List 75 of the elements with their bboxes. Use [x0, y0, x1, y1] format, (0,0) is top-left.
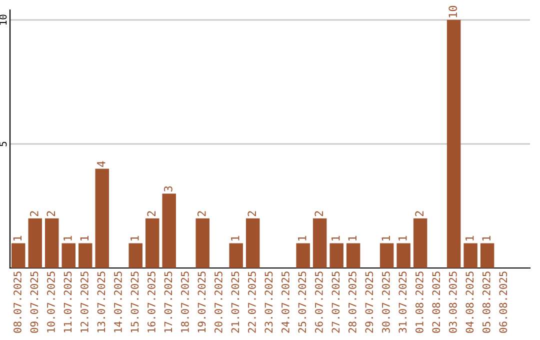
- x-tick-label: 25.07.2025: [298, 272, 306, 333]
- x-tick-label: 24.07.2025: [282, 272, 290, 333]
- bar: [12, 243, 26, 268]
- bar: [28, 218, 42, 268]
- data-label: 2: [46, 211, 55, 216]
- bar: [78, 243, 92, 268]
- x-tick-label: 02.08.2025: [432, 272, 440, 333]
- bar: [380, 243, 394, 268]
- bar: [330, 243, 344, 268]
- data-label: 2: [415, 211, 424, 216]
- bar: [296, 243, 310, 268]
- x-tick-label: 17.07.2025: [164, 272, 172, 332]
- x-tick-label: 20.07.2025: [214, 272, 222, 333]
- data-label: 2: [314, 211, 323, 216]
- data-label: 1: [482, 236, 490, 240]
- x-tick-label: 10.07.2025: [47, 272, 55, 332]
- bar: [229, 243, 243, 268]
- bar: [312, 218, 327, 268]
- x-tick-label: 13.07.2025: [97, 272, 106, 332]
- data-label: 1: [466, 236, 474, 240]
- bar: [346, 243, 360, 268]
- bar: [95, 168, 109, 268]
- data-label: 1: [80, 236, 88, 240]
- data-label: 2: [30, 211, 38, 216]
- x-tick-label: 23.07.2025: [264, 272, 273, 333]
- bar: [128, 243, 142, 268]
- data-label: 1: [382, 236, 390, 240]
- x-tick-label: 29.07.2025: [365, 272, 374, 333]
- bar: [446, 20, 461, 268]
- data-label: 2: [147, 211, 156, 216]
- data-label: 1: [64, 236, 72, 240]
- x-tick-label: 27.07.2025: [332, 272, 340, 333]
- bar: [162, 194, 176, 268]
- x-tick-label: 09.07.2025: [30, 272, 38, 333]
- x-tick-label: 31.07.2025: [398, 272, 407, 333]
- bar: [246, 218, 260, 268]
- x-tick-label: 01.08.2025: [415, 272, 424, 333]
- x-tick-label: 05.08.2025: [482, 272, 490, 333]
- y-tick-label: 5: [0, 142, 7, 146]
- x-tick-label: 15.07.2025: [130, 272, 139, 332]
- x-tick-label: 19.07.2025: [198, 272, 206, 332]
- x-tick-label: 26.07.2025: [314, 272, 323, 333]
- data-label: 1: [398, 236, 407, 240]
- data-label: 1: [130, 236, 139, 240]
- x-tick-label: 16.07.2025: [148, 272, 156, 332]
- x-tick-label: 12.07.2025: [80, 272, 88, 332]
- x-tick-label: 08.07.2025: [14, 272, 22, 333]
- data-label: 2: [197, 211, 206, 216]
- x-tick-label: 30.07.2025: [382, 272, 390, 333]
- bar: [196, 218, 210, 268]
- data-label: 1: [231, 236, 240, 240]
- bar: [145, 218, 160, 268]
- data-label: 4: [97, 161, 106, 167]
- x-tick-label: 04.08.2025: [466, 272, 474, 333]
- data-label: 2: [248, 211, 256, 216]
- data-label: 1: [332, 236, 340, 240]
- bar: [413, 218, 428, 268]
- bar: [396, 243, 410, 268]
- bar: [464, 243, 478, 268]
- x-tick-label: 11.07.2025: [64, 272, 72, 332]
- x-tick-label: 14.07.2025: [114, 272, 122, 332]
- x-tick-label: 21.07.2025: [231, 272, 240, 333]
- data-label: 10: [448, 6, 458, 18]
- data-label: 1: [298, 236, 306, 240]
- x-tick-label: 22.07.2025: [248, 272, 256, 333]
- data-label: 3: [164, 186, 172, 192]
- x-tick-label: 06.08.2025: [499, 272, 508, 333]
- x-tick-label: 03.08.2025: [448, 272, 457, 333]
- x-tick-label: 28.07.2025: [348, 272, 356, 333]
- x-tick-label: 18.07.2025: [181, 272, 189, 332]
- bar: [480, 243, 494, 268]
- bar: [62, 243, 76, 268]
- data-label: 1: [13, 236, 22, 240]
- bar: [45, 218, 59, 268]
- data-label: 1: [348, 236, 356, 240]
